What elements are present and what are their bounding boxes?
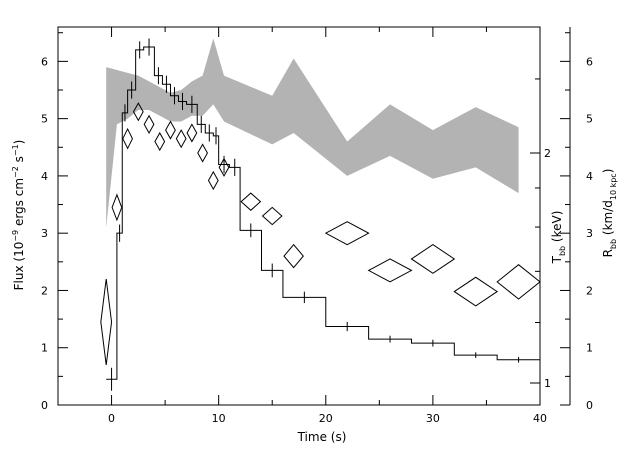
y-radius-ticks-layer: 0 1 2 3 4 5 6 [560,32,593,412]
y-radius-label-sub: bb [609,239,618,249]
y-temperature-tick-label-0: 1 [544,377,551,390]
y-radius-tick-label-1: 1 [586,342,593,355]
temperature-band-layer [106,38,519,228]
flux-histogram-layer [106,38,540,391]
radius-diamond-3 [132,102,144,122]
y-left-tick-label-4: 4 [41,170,48,183]
y-left-label-sup3: −1 [11,144,20,156]
flux-step-line [106,46,540,380]
radius-diamond-11 [218,157,230,177]
x-tick-label-4: 40 [533,412,547,425]
x-tick-label-2: 20 [319,412,333,425]
y-radius-label-main: R [601,249,615,257]
radius-diamond-15 [324,221,370,246]
y-left-tick-label-6: 6 [41,55,48,68]
y-radius-label-end: ) [601,169,615,174]
x-ticks-layer: 0 10 20 30 40 [57,27,547,425]
temperature-band [106,38,519,228]
y-radius-tick-label-5: 5 [586,113,593,126]
y-left-label-mid: ergs cm [12,178,26,230]
y-radius-label-sub2: 10 kpc [609,173,618,200]
y-left-label-end: ) [12,140,26,145]
radius-diamond-9 [197,143,208,163]
y-radius-tick-label-6: 6 [586,55,593,68]
x-axis-label: Time (s) [297,430,347,444]
radius-diamond-18 [453,276,499,307]
y-left-tick-label-2: 2 [41,284,48,297]
radius-diamond-17 [410,244,456,274]
radius-diamond-14 [283,243,304,269]
radius-diamond-13 [261,206,283,226]
plot-frame [57,26,541,406]
radius-diamond-10 [207,170,219,191]
radius-diamond-6 [165,120,176,140]
y-radius-tick-label-3: 3 [586,227,593,240]
radius-diamond-5 [154,131,166,152]
y-left-tick-label-3: 3 [41,227,48,240]
y-temperature-label-end: (keV) [550,211,564,246]
y-left-label-sup1: −9 [11,230,20,242]
radius-diamond-12 [240,192,262,211]
y-left-tick-label-5: 5 [41,113,48,126]
x-tick-label-0: 0 [108,412,115,425]
y-temperature-tick-label-1: 2 [544,147,551,160]
radius-diamond-16 [367,258,413,283]
radius-diamond-2 [122,127,134,150]
plot-area [57,26,541,406]
radius-diamond-4 [143,114,155,134]
y-left-label-sup2: −2 [11,166,20,178]
y-left-tick-label-1: 1 [41,342,48,355]
y-temperature-label-sub: bb [558,246,567,256]
y-radius-tick-label-4: 4 [586,170,593,183]
y-left-tick-label-0: 0 [41,399,48,412]
y-radius-label-mid: (km/d [601,200,615,239]
y-radius-tick-label-0: 0 [586,399,593,412]
x-tick-label-3: 30 [426,412,440,425]
y-left-axis-label: Flux (10−9 ergs cm−2 s−1) [11,140,26,291]
y-left-label-main: Flux (10 [12,242,26,291]
radius-diamond-0 [100,278,113,365]
radius-diamond-1 [111,193,123,222]
y-radius-tick-label-2: 2 [586,284,593,297]
radius-diamond-8 [186,123,198,143]
y-left-label-mid2: s [12,156,26,166]
y-radius-axis-label: Rbb (km/d10 kpc) [601,169,618,258]
y-temperature-ticks-layer: 12 [530,78,551,390]
y-temperature-label-main: T [550,255,564,264]
radius-diamonds-layer [100,102,541,365]
y-temperature-axis-label: Tbb (keV) [550,211,567,265]
radius-diamond-19 [496,264,541,300]
y-left-ticks-layer: 0 1 2 3 4 5 6 [41,32,68,412]
radius-diamond-7 [175,129,187,149]
x-tick-label-1: 10 [212,412,226,425]
